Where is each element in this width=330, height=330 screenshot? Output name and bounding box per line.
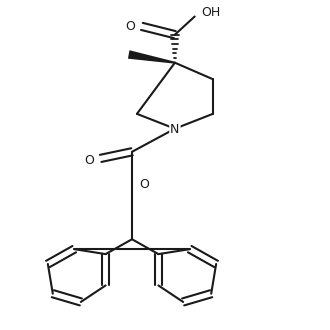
Text: O: O [84, 153, 94, 167]
Text: OH: OH [201, 6, 220, 19]
Text: N: N [170, 123, 180, 136]
Text: O: O [139, 178, 149, 191]
Text: O: O [125, 20, 135, 33]
Polygon shape [128, 50, 175, 64]
